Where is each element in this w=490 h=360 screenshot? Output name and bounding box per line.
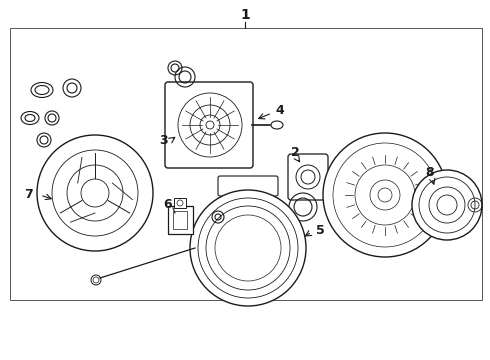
Bar xyxy=(10,28,482,300)
Bar xyxy=(168,206,193,234)
Text: 8: 8 xyxy=(426,166,434,179)
Text: 1: 1 xyxy=(240,8,250,22)
Circle shape xyxy=(190,190,306,306)
Text: 2: 2 xyxy=(291,145,299,158)
Text: 3: 3 xyxy=(159,134,167,147)
Text: 4: 4 xyxy=(275,104,284,117)
Text: 7: 7 xyxy=(24,189,32,202)
FancyBboxPatch shape xyxy=(165,82,253,168)
Circle shape xyxy=(412,170,482,240)
Ellipse shape xyxy=(21,112,39,125)
FancyBboxPatch shape xyxy=(288,154,328,200)
Text: 6: 6 xyxy=(164,198,172,211)
Circle shape xyxy=(37,135,153,251)
Text: 5: 5 xyxy=(316,224,324,237)
Bar xyxy=(173,211,187,229)
FancyBboxPatch shape xyxy=(218,176,278,196)
Bar xyxy=(174,198,186,208)
Circle shape xyxy=(323,133,447,257)
